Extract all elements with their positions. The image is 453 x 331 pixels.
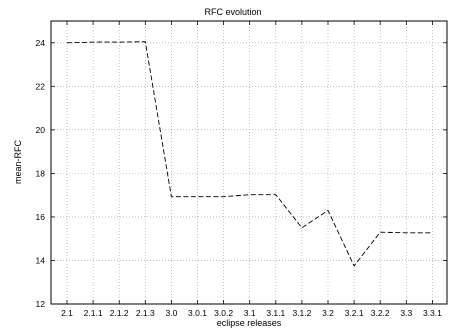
y-tick-label: 18 bbox=[36, 168, 46, 178]
axes: 2.1 2.1.1 2.1.2 2.1.3 3.0 3.0.1 3.0.2 3.1 3.1.1 3… bbox=[36, 21, 447, 318]
plot-area-frame bbox=[50, 20, 448, 305]
x-tick-label: 2.1.1 bbox=[84, 308, 103, 318]
y-tick-label: 24 bbox=[36, 38, 46, 48]
x-tick-label: 3.0.1 bbox=[188, 308, 207, 318]
y-tick-label: 16 bbox=[36, 212, 46, 222]
y-tick-label: 14 bbox=[36, 255, 46, 265]
x-tick-label: 3.3 bbox=[400, 308, 412, 318]
y-axis-label: mean-RFC bbox=[13, 140, 23, 185]
x-tick-label: 3.1.1 bbox=[266, 308, 285, 318]
y-tick-label: 22 bbox=[36, 81, 46, 91]
x-tick-label: 3.0 bbox=[165, 308, 177, 318]
y-tick-label: 20 bbox=[36, 125, 46, 135]
x-tick-label: 3.2.1 bbox=[345, 308, 364, 318]
x-tick-label: 3.3.1 bbox=[423, 308, 442, 318]
y-tick-label: 12 bbox=[36, 299, 46, 309]
x-tick-label: 3.1 bbox=[244, 308, 256, 318]
x-tick-label: 2.1.3 bbox=[136, 308, 155, 318]
series-layer bbox=[66, 41, 433, 267]
x-tick-label: 3.0.2 bbox=[214, 308, 233, 318]
series-line bbox=[66, 41, 433, 267]
x-tick-label: 2.1.2 bbox=[110, 308, 129, 318]
grid-lines bbox=[51, 21, 447, 304]
chart-title: RFC evolution bbox=[204, 7, 261, 17]
x-tick-label: 3.2.2 bbox=[371, 308, 390, 318]
x-tick-label: 3.2 bbox=[322, 308, 334, 318]
x-tick-label: 3.1.2 bbox=[292, 308, 311, 318]
x-tick-label: 2.1 bbox=[61, 308, 73, 318]
x-axis-label: eclipse releases bbox=[217, 318, 282, 328]
